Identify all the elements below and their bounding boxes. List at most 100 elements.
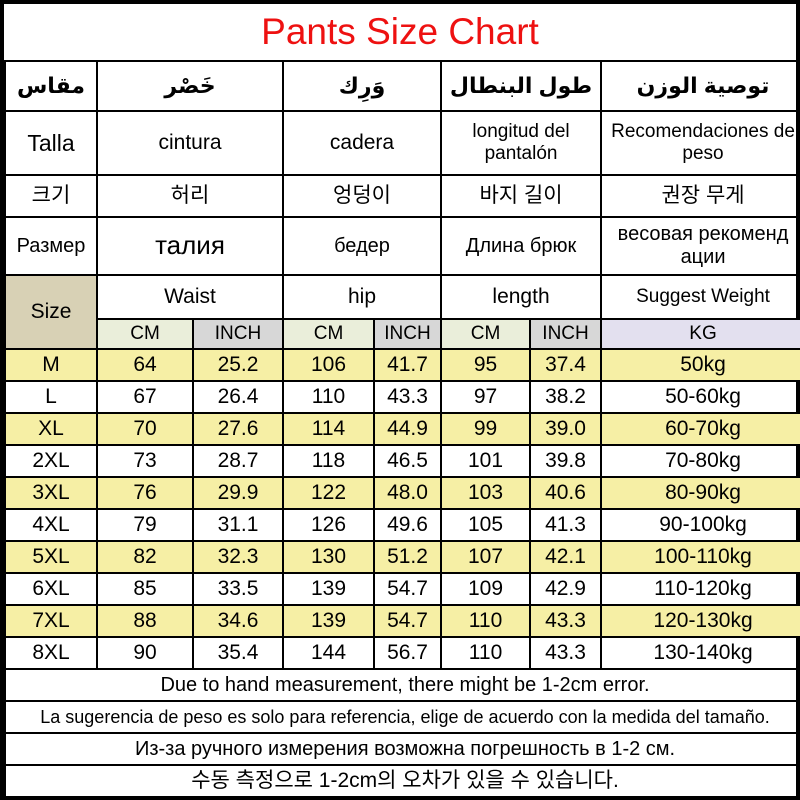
length-inch-cell: 43.3 [529,636,603,670]
length-cm-cell: 95 [440,348,532,382]
header-korean-length: 바지 길이 [440,174,603,218]
header-korean-waist: 허리 [96,174,284,218]
hip-cm-cell: 114 [282,412,375,446]
weight-cell: 70-80kg [600,444,800,478]
size-table-row: M 64 25.2 106 41.7 95 37.4 50kg [4,348,800,382]
note-rows: Due to hand measurement, there might be … [3,668,800,798]
size-table-row: 5XL 82 32.3 130 51.2 107 42.1 100-110kg [4,540,800,574]
hip-cm-cell: 130 [282,540,375,574]
header-english-weight: Suggest Weight [600,274,800,320]
waist-cm-cell: 73 [96,444,194,478]
header-arabic-hip: وَرِك [281,60,443,112]
header-russian-waist: талия [96,216,284,276]
header-russian-size: Размер [4,216,98,276]
waist-cm-cell: 70 [96,412,194,446]
size-label-cell: L [4,380,98,414]
hip-cm-cell: 139 [282,604,375,638]
waist-inch-cell: 31.1 [192,508,284,542]
size-label-cell: 6XL [4,572,98,606]
header-spanish-weight: Recomendaciones de peso [600,110,800,176]
size-label-cell: 5XL [4,540,98,574]
header-english-length: length [440,274,603,320]
waist-inch-cell: 28.7 [192,444,284,478]
hip-cm-cell: 118 [282,444,375,478]
weight-cell: 50kg [600,348,800,382]
size-table-row: 8XL 90 35.4 144 56.7 110 43.3 130-140kg [4,636,800,670]
size-label-cell: 3XL [4,476,98,510]
weight-cell: 90-100kg [600,508,800,542]
waist-inch-cell: 25.2 [192,348,284,382]
header-row-russian: Размер талия бедер Длина брюк весовая ре… [4,216,800,276]
length-inch-cell: 41.3 [529,508,603,542]
size-table-row: 4XL 79 31.1 126 49.6 105 41.3 90-100kg [4,508,800,542]
length-inch-cell: 39.0 [529,412,603,446]
header-english-size: Size [4,274,98,350]
size-table-row: L 67 26.4 110 43.3 97 38.2 50-60kg [4,380,800,414]
length-cm-cell: 99 [440,412,532,446]
size-table-row: 6XL 85 33.5 139 54.7 109 42.9 110-120kg [4,572,800,606]
hip-inch-cell: 43.3 [372,380,443,414]
size-label-cell: 7XL [4,604,98,638]
waist-inch-cell: 32.3 [192,540,284,574]
header-row-english: Size Waist hip length Suggest Weight [4,274,800,350]
hip-cm-cell: 110 [282,380,375,414]
length-cm-cell: 110 [440,636,532,670]
waist-inch-cell: 34.6 [192,604,284,638]
header-russian-hip: бедер [281,216,443,276]
note-spanish: La sugerencia de peso es solo para refer… [3,700,800,734]
header-english-waist: Waist [96,274,284,320]
length-inch-cell: 42.1 [529,540,603,574]
note-row-english: Due to hand measurement, there might be … [3,668,800,702]
hip-inch-cell: 41.7 [372,348,443,382]
size-label-cell: M [4,348,98,382]
weight-cell: 100-110kg [600,540,800,574]
unit-waist-inch: INCH [192,318,284,350]
hip-cm-cell: 122 [282,476,375,510]
length-inch-cell: 39.8 [529,444,603,478]
header-russian-weight: весовая рекоменд ации [600,216,800,276]
hip-cm-cell: 126 [282,508,375,542]
unit-weight-kg: KG [600,318,800,350]
note-row-spanish: La sugerencia de peso es solo para refer… [3,700,800,734]
waist-cm-cell: 82 [96,540,194,574]
hip-inch-cell: 49.6 [372,508,443,542]
waist-cm-cell: 90 [96,636,194,670]
header-spanish-hip: cadera [281,110,443,176]
note-russian: Из-за ручного измерения возможна погрешн… [3,732,800,766]
weight-cell: 110-120kg [600,572,800,606]
length-inch-cell: 42.9 [529,572,603,606]
size-label-cell: 8XL [4,636,98,670]
size-chart-table: مقاس خَصْر وَرِك طول البنطال توصية الوزن… [3,60,800,798]
length-cm-cell: 110 [440,604,532,638]
page-title: Pants Size Chart [261,11,539,52]
hip-inch-cell: 54.7 [372,572,443,606]
length-cm-cell: 103 [440,476,532,510]
header-row-korean: 크기 허리 엉덩이 바지 길이 권장 무게 [4,174,800,218]
note-korean: 수동 측정으로 1-2cm의 오차가 있을 수 있습니다. [3,764,800,798]
waist-cm-cell: 67 [96,380,194,414]
size-rows: M 64 25.2 106 41.7 95 37.4 50kg L 67 26.… [4,348,800,670]
waist-cm-cell: 85 [96,572,194,606]
hip-inch-cell: 51.2 [372,540,443,574]
hip-cm-cell: 144 [282,636,375,670]
hip-inch-cell: 44.9 [372,412,443,446]
header-arabic-weight: توصية الوزن [600,60,800,112]
hip-cm-cell: 106 [282,348,375,382]
unit-length-cm: CM [440,318,532,350]
length-inch-cell: 37.4 [529,348,603,382]
length-cm-cell: 105 [440,508,532,542]
unit-waist-cm: CM [96,318,194,350]
header-spanish-size: Talla [4,110,98,176]
size-table-row: 3XL 76 29.9 122 48.0 103 40.6 80-90kg [4,476,800,510]
hip-inch-cell: 54.7 [372,604,443,638]
title-bar: Pants Size Chart [4,4,796,60]
note-row-russian: Из-за ручного измерения возможна погрешн… [3,732,800,766]
header-row-arabic: مقاس خَصْر وَرِك طول البنطال توصية الوزن [4,60,800,112]
length-inch-cell: 40.6 [529,476,603,510]
waist-inch-cell: 29.9 [192,476,284,510]
header-spanish-waist: cintura [96,110,284,176]
length-inch-cell: 43.3 [529,604,603,638]
header-english-hip: hip [281,274,443,320]
unit-hip-inch: INCH [372,318,443,350]
